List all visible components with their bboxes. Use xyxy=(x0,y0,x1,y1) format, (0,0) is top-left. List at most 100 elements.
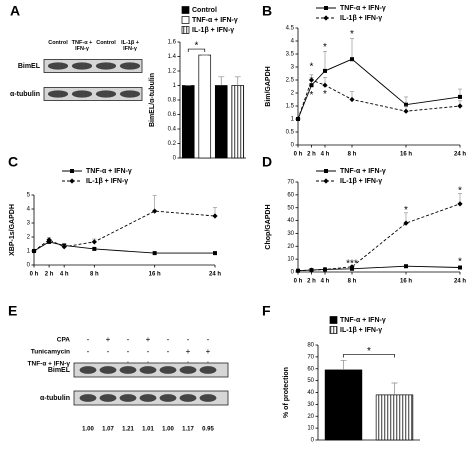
blot-band xyxy=(47,62,69,70)
significance-mark: * xyxy=(367,346,371,357)
y-tick-label: 10 xyxy=(287,257,294,263)
condition-sign: - xyxy=(107,347,110,356)
legend-label: TNF-α + IFN-γ xyxy=(86,168,132,175)
y-tick-label: 0 xyxy=(291,143,295,149)
x-tick-label: 4 h xyxy=(321,279,330,285)
condition-sign: - xyxy=(127,335,130,344)
x-tick-label: 2 h xyxy=(307,279,316,285)
significance-mark: * xyxy=(310,62,314,73)
point-marker xyxy=(404,264,408,269)
series-line xyxy=(297,265,461,272)
y-tick-label: 2.5 xyxy=(286,78,295,84)
band-quantification: 0.95 xyxy=(202,427,214,433)
blot-band xyxy=(159,366,177,374)
legend-label: IL-1β + IFN-γ xyxy=(192,27,234,34)
blot-band xyxy=(199,366,217,374)
point-marker xyxy=(404,102,408,107)
y-tick-label: 4 xyxy=(27,207,31,213)
bar xyxy=(375,394,414,441)
x-tick-label: 16 h xyxy=(149,272,161,278)
bar xyxy=(198,54,212,159)
x-tick-label: 16 h xyxy=(400,152,412,158)
point-marker xyxy=(31,248,37,254)
legend-swatch xyxy=(181,26,190,34)
legend-marker xyxy=(323,178,329,184)
y-tick-label: 1.6 xyxy=(168,40,177,46)
row-label: BimEL xyxy=(48,367,71,374)
significance-mark: * xyxy=(458,256,462,267)
y-tick-label: 0 xyxy=(173,156,177,162)
y-tick-label: 40 xyxy=(287,218,294,224)
condition-label: CPA xyxy=(57,337,71,344)
y-axis-label: BimEL/α-tubulin xyxy=(149,73,156,127)
band-quantification: 1.21 xyxy=(122,427,134,433)
point-marker xyxy=(403,108,409,114)
legend-swatch xyxy=(181,6,190,14)
point-marker xyxy=(295,116,301,122)
legend-marker xyxy=(323,15,329,21)
y-tick-label: 0 xyxy=(311,438,315,444)
legend-marker xyxy=(324,169,328,173)
error-bar xyxy=(340,360,347,370)
x-tick-label: 0 h xyxy=(30,272,39,278)
blot-band xyxy=(199,394,217,402)
lane-label: TNF-α + IFN-γ xyxy=(71,40,93,53)
blot-band xyxy=(119,366,137,374)
legend-label: TNF-α + IFN-γ xyxy=(340,5,386,12)
significance-mark: * xyxy=(323,42,327,53)
significance-mark: *** xyxy=(346,258,358,269)
error-bar xyxy=(323,51,327,71)
condition-sign: - xyxy=(207,335,210,344)
x-tick-label: 4 h xyxy=(321,152,330,158)
row-label: BimEL xyxy=(18,63,41,70)
panel-letter: B xyxy=(262,3,272,19)
point-marker xyxy=(61,244,67,250)
band-quantification: 1.00 xyxy=(82,427,94,433)
x-tick-label: 16 h xyxy=(400,279,412,285)
blot-band xyxy=(95,62,117,70)
y-tick-label: 60 xyxy=(307,366,314,372)
blot-band xyxy=(79,366,97,374)
y-tick-label: 30 xyxy=(307,402,314,408)
point-marker xyxy=(457,201,463,207)
point-marker xyxy=(403,220,409,226)
blot-band xyxy=(119,90,141,98)
condition-sign: - xyxy=(147,347,150,356)
condition-label: TNF-α + IFN-γ xyxy=(28,361,71,368)
legend-label: IL-1β + IFN-γ xyxy=(340,327,382,334)
blot-band xyxy=(95,90,117,98)
point-marker xyxy=(152,208,158,214)
y-tick-label: 2 xyxy=(27,235,31,241)
point-marker xyxy=(350,57,354,62)
series-line xyxy=(297,58,461,120)
point-marker xyxy=(309,83,314,88)
y-tick-label: 50 xyxy=(287,205,294,211)
condition-label: Tunicamycin xyxy=(31,349,70,356)
legend-label: TNF-α + IFN-γ xyxy=(340,317,386,324)
y-tick-label: 1.4 xyxy=(168,54,177,60)
condition-sign: + xyxy=(186,347,191,356)
point-marker xyxy=(46,237,52,243)
y-axis-label: Bim/GAPDH xyxy=(265,66,272,106)
blot-band xyxy=(139,394,157,402)
blot-band xyxy=(99,366,117,374)
blot-band xyxy=(71,90,93,98)
significance-bracket xyxy=(343,354,395,358)
y-tick-label: 1.2 xyxy=(168,69,177,75)
condition-sign: - xyxy=(87,335,90,344)
legend-swatch xyxy=(329,326,338,334)
significance-mark: * xyxy=(404,205,408,216)
y-axis-label: XBP-1s/GAPDH xyxy=(9,204,16,256)
condition-sign: - xyxy=(167,347,170,356)
blot-band xyxy=(119,62,141,70)
y-tick-label: 3 xyxy=(291,65,295,71)
blot-band xyxy=(99,394,117,402)
x-tick-label: 0 h xyxy=(294,152,303,158)
blot-band xyxy=(79,394,97,402)
significance-bracket xyxy=(187,48,206,53)
band-quantification: 1.17 xyxy=(182,427,194,433)
y-tick-label: 70 xyxy=(287,180,294,186)
bar xyxy=(181,85,195,159)
